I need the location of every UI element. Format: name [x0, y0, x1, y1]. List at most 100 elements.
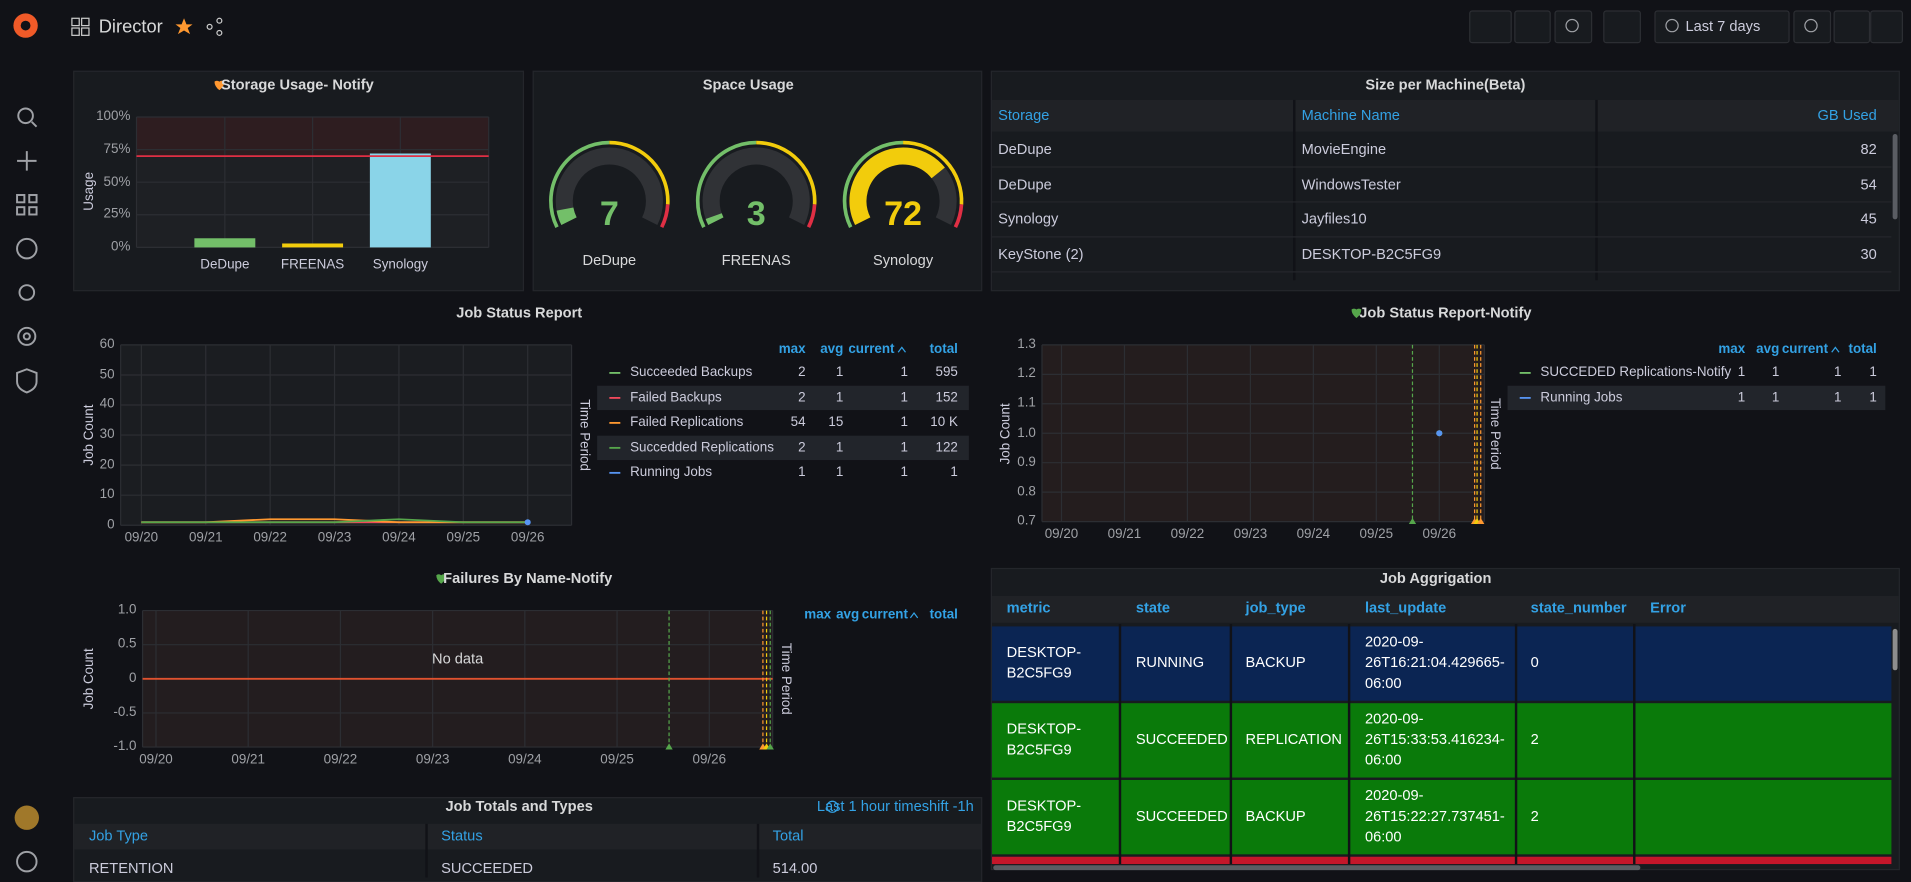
table-cell: 54	[1860, 175, 1877, 193]
legend-header[interactable]: current	[861, 607, 908, 623]
legend-value: 10 K	[930, 414, 958, 430]
column-header[interactable]: state_number	[1530, 598, 1627, 617]
toolbar[interactable]	[71, 10, 1904, 44]
sidebar	[13, 13, 39, 873]
table-cell: 2	[1530, 807, 1539, 825]
y-tick-label: 0.5	[117, 636, 137, 652]
legend-entry[interactable]: Running Jobs	[1540, 389, 1623, 405]
y-tick-label: 1.3	[1017, 336, 1036, 352]
legend-value: 595	[935, 365, 958, 380]
gauge-value-label: 7	[599, 194, 619, 233]
gauge-value	[705, 213, 724, 226]
series-line	[141, 518, 528, 524]
legend-header[interactable]: max	[804, 607, 832, 623]
panel-title: Job Aggrigation	[1379, 569, 1492, 587]
y2-axis-label: Time Period	[1487, 397, 1503, 470]
legend-value: 1	[835, 464, 844, 480]
table-cell: 2	[1530, 730, 1539, 748]
gauge-value	[556, 207, 577, 226]
y-tick-label: 0%	[111, 239, 131, 255]
column-header[interactable]: metric	[1006, 598, 1051, 617]
y-tick-label: 100%	[96, 109, 131, 124]
table-cell: 2020-09-26T16:21:04.429665-06:00	[1364, 633, 1505, 692]
legend-entry[interactable]: Succedded Replications	[630, 439, 774, 455]
column-header[interactable]: Status	[441, 826, 483, 844]
legend-header[interactable]: total	[929, 607, 958, 623]
gauge-label: FREENAS	[721, 251, 791, 269]
y-tick-label: 0.7	[1017, 513, 1036, 529]
table-cell: 0	[1530, 653, 1539, 671]
time-range[interactable]: Last 7 days	[1685, 17, 1761, 35]
y-axis-label: Usage	[82, 171, 97, 211]
legend-header[interactable]: max	[778, 341, 806, 357]
x-tick-label: 09/24	[1296, 527, 1331, 542]
table-cell: DESKTOP-B2C5FG9	[1006, 797, 1082, 835]
y-axis-label: Job Count	[82, 648, 97, 710]
x-tick-label: 09/21	[1107, 527, 1142, 542]
gauge-threshold	[806, 204, 817, 229]
annotation-marker	[1477, 517, 1485, 525]
column-header[interactable]: Total	[772, 826, 804, 844]
column-header[interactable]: Machine Name	[1301, 106, 1400, 124]
y-tick-label: 10	[99, 487, 115, 502]
legend-value: 1	[900, 439, 908, 455]
column-header[interactable]: Job Type	[88, 826, 149, 844]
panel-title: Storage Usage- Notify	[220, 76, 374, 94]
legend-header[interactable]: current	[1781, 341, 1829, 357]
legend-entry[interactable]: Failed Backups	[630, 389, 722, 405]
table-cell: REPLICATION	[1245, 730, 1342, 748]
legend-entry[interactable]: Failed Replications	[630, 414, 744, 430]
x-tick-label: 09/22	[323, 752, 358, 768]
legend-header[interactable]: total	[929, 341, 958, 357]
point	[524, 519, 531, 526]
gauge-value-label: 3	[746, 194, 766, 233]
x-tick-label: 09/23	[317, 530, 352, 546]
legend-entry[interactable]: Running Jobs	[630, 464, 713, 480]
legend-entry[interactable]: Succeeded Backups	[630, 365, 753, 380]
legend-header[interactable]: current	[848, 341, 895, 357]
legend-header[interactable]: total	[1848, 341, 1877, 357]
legend-value: 1	[900, 365, 908, 380]
table-cell: KeyStone (2)	[998, 245, 1084, 263]
column-header[interactable]: Error	[1650, 598, 1686, 617]
x-tick-label: 09/26	[1422, 527, 1457, 542]
legend-header[interactable]: avg	[836, 607, 860, 623]
annotation-marker	[1408, 517, 1417, 525]
y-tick-label: -1.0	[113, 739, 137, 754]
row-bg-partial	[992, 856, 1892, 865]
table-cell: DeDupe	[998, 175, 1052, 193]
x-tick-label: 09/26	[692, 752, 727, 768]
point	[1436, 430, 1443, 437]
legend-value: 1	[1833, 389, 1842, 405]
annotation-marker	[665, 743, 673, 750]
gauge-threshold	[756, 140, 817, 205]
scrollbar	[1892, 628, 1898, 671]
legend-value: 2	[798, 365, 806, 380]
y-tick-label: 0.9	[1017, 454, 1036, 470]
row-bg	[992, 703, 1892, 778]
column-header[interactable]: Storage	[998, 106, 1050, 124]
legend-header[interactable]: avg	[820, 341, 844, 357]
legend-header[interactable]: avg	[1756, 341, 1780, 357]
x-tick-label: 09/23	[415, 752, 450, 768]
bar	[282, 243, 344, 248]
legend-row-bg	[597, 435, 969, 461]
legend-entry[interactable]: SUCCEDED Replications-Notify	[1540, 365, 1732, 380]
panel	[532, 70, 983, 292]
legend-value: 1	[1737, 365, 1746, 380]
gauge-threshold	[609, 140, 670, 205]
column-header[interactable]: state	[1135, 598, 1170, 617]
column-header[interactable]: last_update	[1364, 598, 1447, 617]
column-header[interactable]: job_type	[1245, 598, 1306, 617]
legend-header[interactable]: max	[1718, 341, 1746, 357]
row-bg	[992, 779, 1892, 855]
x-tick-label: 09/20	[139, 752, 173, 768]
x-tick-label: FREENAS	[280, 257, 345, 273]
legend-value: 1	[900, 414, 908, 430]
column-header[interactable]: GB Used	[1817, 106, 1877, 124]
table-cell: BACKUP	[1245, 807, 1306, 825]
y-tick-label: 40	[99, 397, 115, 412]
table-cell: DESKTOP-B2C5FG9	[1301, 245, 1442, 263]
